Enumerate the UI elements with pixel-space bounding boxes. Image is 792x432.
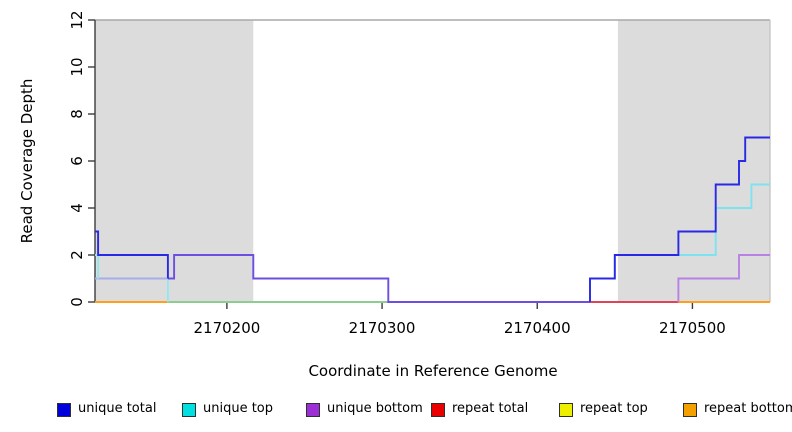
legend-label: repeat top <box>580 401 648 416</box>
x-tick-label: 2170400 <box>503 319 571 337</box>
y-tick-label: 8 <box>68 109 86 119</box>
shaded-region <box>617 20 770 302</box>
legend-label: unique total <box>78 401 157 416</box>
legend-swatch-repeat-total <box>431 403 445 417</box>
legend-swatch-repeat-bottom <box>683 403 697 417</box>
x-tick-label: 2170500 <box>659 319 726 337</box>
series-segment-violet-blend <box>167 254 590 303</box>
x-axis-title: Coordinate in Reference Genome <box>308 362 558 380</box>
y-tick-label: 2 <box>68 250 86 260</box>
legend-label: repeat bottom <box>704 401 792 416</box>
legend-label: repeat total <box>452 401 529 416</box>
y-tick-label: 12 <box>68 10 86 30</box>
series-segment-purple-right <box>677 254 770 302</box>
x-tick-label: 2170200 <box>193 319 261 337</box>
legend-swatch-unique-total <box>57 403 71 417</box>
legend-swatch-repeat-top <box>559 403 573 417</box>
legend-swatch-unique-top <box>182 403 196 417</box>
y-tick-label: 10 <box>68 57 86 77</box>
series-segment-blue-left <box>95 230 169 279</box>
x-tick-label: 2170300 <box>348 319 416 337</box>
y-tick-label: 4 <box>68 203 86 213</box>
legend-swatch-unique-bottom <box>306 403 320 417</box>
y-tick-label: 6 <box>68 156 86 166</box>
y-axis-title: Read Coverage Depth <box>18 78 36 244</box>
y-tick-label: 0 <box>68 297 86 307</box>
series-segment-blue-right <box>589 136 770 302</box>
legend-label: unique bottom <box>327 401 423 416</box>
legend-label: unique top <box>203 401 274 416</box>
